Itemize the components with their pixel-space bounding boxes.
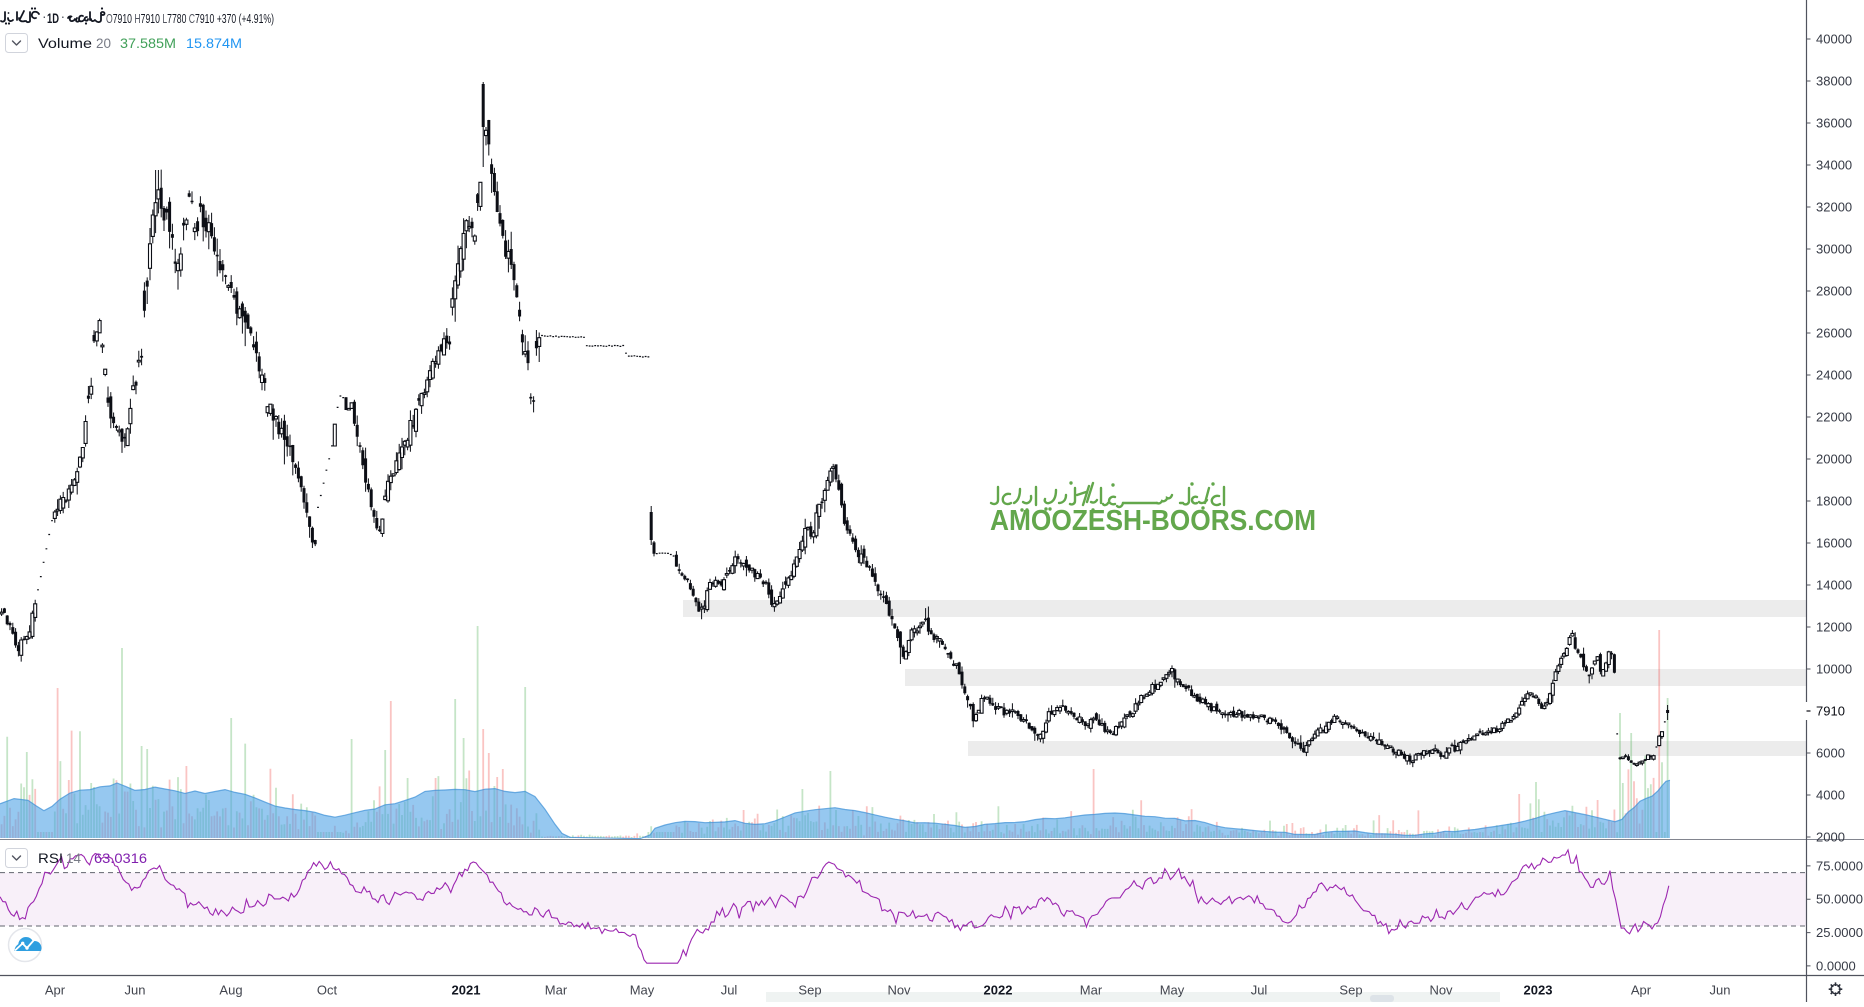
svg-text:20000: 20000 bbox=[1816, 452, 1852, 467]
svg-text:26000: 26000 bbox=[1816, 326, 1852, 341]
svg-text:Sep: Sep bbox=[1339, 983, 1362, 998]
svg-text:40000: 40000 bbox=[1816, 32, 1852, 47]
svg-text:May: May bbox=[1160, 983, 1185, 998]
svg-text:2000: 2000 bbox=[1816, 830, 1845, 845]
svg-text:37.585M: 37.585M bbox=[120, 35, 176, 51]
svg-text:24000: 24000 bbox=[1816, 368, 1852, 383]
svg-text:75.0000: 75.0000 bbox=[1816, 858, 1863, 873]
svg-text:·: · bbox=[61, 8, 66, 24]
svg-text:32000: 32000 bbox=[1816, 200, 1852, 215]
svg-text:RSI: RSI bbox=[38, 850, 63, 866]
svg-text:Mar: Mar bbox=[545, 983, 568, 998]
svg-text:14: 14 bbox=[66, 850, 81, 866]
svg-text:1D: 1D bbox=[47, 10, 59, 26]
svg-text:Nov: Nov bbox=[1429, 983, 1453, 998]
svg-text:12000: 12000 bbox=[1816, 620, 1852, 635]
svg-text:2022: 2022 bbox=[984, 983, 1013, 998]
svg-text:2023: 2023 bbox=[1524, 983, 1553, 998]
svg-text:4000: 4000 bbox=[1816, 788, 1845, 803]
svg-text:18000: 18000 bbox=[1816, 494, 1852, 509]
svg-text:Volume: Volume bbox=[38, 35, 92, 51]
svg-text:36000: 36000 bbox=[1816, 116, 1852, 131]
svg-text:14000: 14000 bbox=[1816, 578, 1852, 593]
svg-text:0.0000: 0.0000 bbox=[1816, 958, 1856, 973]
svg-text:Oct: Oct bbox=[317, 983, 338, 998]
svg-text:Jun: Jun bbox=[1710, 983, 1731, 998]
svg-text:15.874M: 15.874M bbox=[186, 35, 242, 51]
svg-text:10000: 10000 bbox=[1816, 662, 1852, 677]
svg-text:Nov: Nov bbox=[887, 983, 911, 998]
svg-text:7910: 7910 bbox=[1816, 704, 1845, 719]
svg-text:Jul: Jul bbox=[1251, 983, 1268, 998]
svg-text:·: · bbox=[42, 8, 47, 24]
svg-text:38000: 38000 bbox=[1816, 74, 1852, 89]
svg-text:AMOOZESH-BOORS.COM: AMOOZESH-BOORS.COM bbox=[990, 505, 1316, 537]
svg-text:Jul: Jul bbox=[721, 983, 738, 998]
svg-text:Aug: Aug bbox=[219, 983, 242, 998]
svg-text:Apr: Apr bbox=[1631, 983, 1652, 998]
svg-text:50.0000: 50.0000 bbox=[1816, 892, 1863, 907]
svg-text:63.0316: 63.0316 bbox=[94, 850, 147, 866]
svg-text:22000: 22000 bbox=[1816, 410, 1852, 425]
svg-text:34000: 34000 bbox=[1816, 158, 1852, 173]
svg-text:Jun: Jun bbox=[125, 983, 146, 998]
svg-text:Sep: Sep bbox=[798, 983, 821, 998]
svg-text:20: 20 bbox=[96, 35, 111, 51]
svg-text:28000: 28000 bbox=[1816, 284, 1852, 299]
svg-text:16000: 16000 bbox=[1816, 536, 1852, 551]
svg-text:2021: 2021 bbox=[452, 983, 481, 998]
svg-text:O7910 H7910 L7780 C7910 +370 (: O7910 H7910 L7780 C7910 +370 (+4.91%) bbox=[106, 12, 274, 26]
svg-text:Mar: Mar bbox=[1080, 983, 1103, 998]
svg-text:May: May bbox=[630, 983, 655, 998]
svg-text:30000: 30000 bbox=[1816, 242, 1852, 257]
svg-text:Apr: Apr bbox=[45, 983, 66, 998]
svg-text:6000: 6000 bbox=[1816, 746, 1845, 761]
svg-text:25.0000: 25.0000 bbox=[1816, 925, 1863, 940]
